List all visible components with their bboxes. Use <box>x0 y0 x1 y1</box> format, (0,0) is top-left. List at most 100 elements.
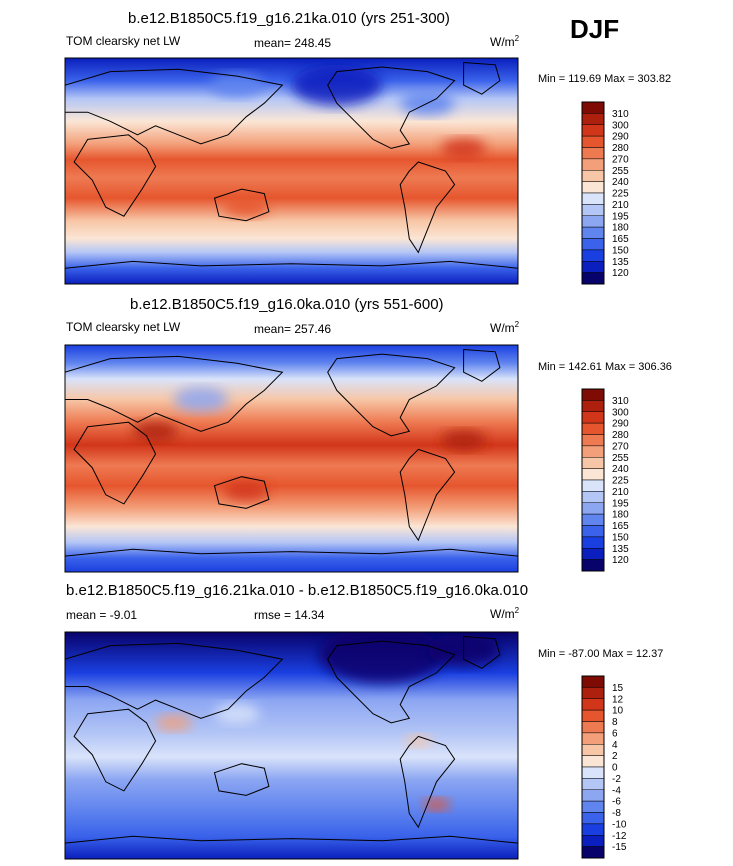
colorbar-tick-label: 8 <box>612 717 618 728</box>
colorbar-swatch <box>581 192 605 205</box>
colorbar-swatch <box>581 135 605 148</box>
coastline <box>463 348 501 382</box>
colorbar-tick-label: -15 <box>612 842 627 853</box>
panel-title: b.e12.B1850C5.f19_g16.21ka.010 - b.e12.B… <box>66 582 529 599</box>
colorbar-tick-label: -2 <box>612 774 621 785</box>
colorbar-tick-label: 290 <box>612 132 629 143</box>
colorbar-tick-label: 6 <box>612 728 618 739</box>
colorbar-swatch <box>581 457 605 469</box>
map-field <box>65 632 518 859</box>
colorbars: 3103002902802702552402252101951801651501… <box>581 101 629 859</box>
colorbar-tick-label: 225 <box>612 476 629 487</box>
units-exp: 2 <box>514 606 520 615</box>
panel-units: W/m2 <box>490 320 519 335</box>
colorbar-tick-label: 150 <box>612 245 629 256</box>
colorbar-swatch <box>581 215 605 228</box>
colorbar-swatch <box>581 778 605 790</box>
coastline <box>399 735 456 829</box>
colorbar-swatch <box>581 468 605 481</box>
colorbar-swatch <box>581 113 605 125</box>
coastline <box>73 421 157 505</box>
panel-units: W/m2 <box>490 34 519 49</box>
colorbar-swatch <box>581 744 605 756</box>
colorbar-tick-label: 210 <box>612 487 629 498</box>
colorbar-swatch <box>581 204 605 216</box>
panel-title: b.e12.B1850C5.f19_g16.21ka.010 (yrs 251-… <box>128 10 450 27</box>
coastline <box>73 708 157 792</box>
colorbar-swatch <box>581 800 605 813</box>
map-panel-2 <box>64 344 519 573</box>
colorbar-swatch <box>581 559 605 572</box>
colorbar-tick-label: 225 <box>612 189 629 200</box>
map-anomaly-blob <box>132 421 179 442</box>
colorbar-swatch <box>581 147 605 160</box>
colorbar-tick-label: -4 <box>612 785 621 796</box>
colorbar-swatch <box>581 766 605 779</box>
map-anomaly-blob <box>318 632 446 684</box>
colorbar-swatch <box>581 835 605 847</box>
colorbar-frame <box>581 675 605 859</box>
coastline <box>65 835 518 859</box>
colorbar-tick-label: 270 <box>612 441 629 452</box>
colorbar-swatch <box>581 479 605 492</box>
units-text: W/m <box>490 607 515 621</box>
map-panels <box>64 57 519 860</box>
coastline <box>65 642 284 719</box>
colorbar-swatch <box>581 513 605 526</box>
panel-minmax: Min = -87.00 Max = 12.37 <box>538 648 664 660</box>
colorbar-tick-label: 2 <box>612 751 618 762</box>
colorbar-swatch <box>581 675 605 688</box>
coastline <box>73 134 157 217</box>
coastline <box>327 640 456 724</box>
panel-title: b.e12.B1850C5.f19_g16.0ka.010 (yrs 551-6… <box>130 296 444 313</box>
map-field <box>65 58 518 284</box>
colorbar-tick-label: -12 <box>612 831 627 842</box>
colorbar-tick-label: 195 <box>612 211 629 222</box>
colorbar-tick-label: 255 <box>612 166 629 177</box>
colorbar-tick-label: 280 <box>612 143 629 154</box>
panel-mean: mean= 257.46 <box>254 322 332 336</box>
colorbar-swatch <box>581 812 605 825</box>
map-anomaly-blob <box>440 138 487 159</box>
colorbar-tick-label: 180 <box>612 510 629 521</box>
colorbar-tick-label: 12 <box>612 694 624 705</box>
coastline <box>327 66 456 149</box>
colorbar-tick-label: 10 <box>612 706 624 717</box>
colorbar-tick-label: -8 <box>612 808 621 819</box>
colorbar-swatch <box>581 158 605 171</box>
map-anomaly-blob <box>440 430 487 451</box>
colorbar-tick-label: 290 <box>612 419 629 430</box>
colorbar-tick-label: -10 <box>612 819 627 830</box>
colorbar-swatch <box>581 181 605 194</box>
coastline <box>399 161 456 254</box>
colorbar-swatch <box>581 846 605 859</box>
colorbar-swatch <box>581 687 605 699</box>
colorbar-tick-label: 180 <box>612 223 629 234</box>
colorbar-swatch <box>581 755 605 768</box>
colorbar-swatch <box>581 502 605 515</box>
map-anomaly-blob <box>223 480 269 501</box>
colorbar-tick-label: 280 <box>612 430 629 441</box>
map-field <box>65 345 518 572</box>
season-label: DJF <box>570 14 620 44</box>
map-anomaly-blob <box>291 64 383 106</box>
colorbar-tick-label: 0 <box>612 763 618 774</box>
map-anomaly-blob <box>214 703 260 724</box>
colorbar-swatch <box>581 491 605 503</box>
map-panel-3 <box>64 631 519 860</box>
map-anomaly-blob <box>404 734 432 748</box>
panel-mean: mean= 248.45 <box>254 36 332 50</box>
panel-rmse: rmse = 14.34 <box>254 608 325 622</box>
colorbar-tick-label: 255 <box>612 453 629 464</box>
map-frame <box>64 631 519 860</box>
colorbar-tick-label: -6 <box>612 797 621 808</box>
colorbar-swatch <box>581 525 605 538</box>
colorbar-tick-label: 300 <box>612 120 629 131</box>
panel-minmax: Min = 119.69 Max = 303.82 <box>538 73 672 85</box>
colorbar-tick-label: 240 <box>612 177 629 188</box>
colorbar-swatch <box>581 226 605 239</box>
map-background-field <box>65 632 518 859</box>
panel-variable: TOM clearsky net LW <box>66 320 181 334</box>
colorbar-frame <box>581 388 605 572</box>
colorbar-1: 3103002902802702552402252101951801651501… <box>581 101 629 285</box>
